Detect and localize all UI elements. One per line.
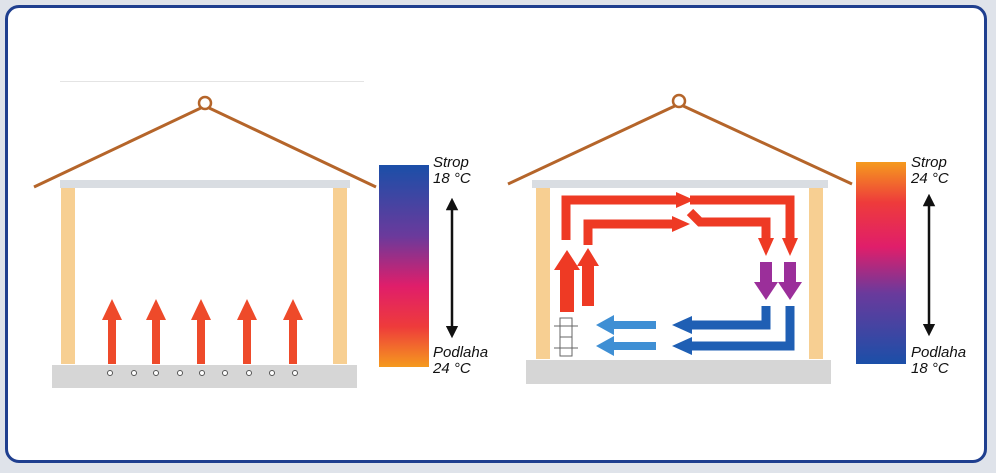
- cooling-arrows: [754, 262, 802, 300]
- cold-air-return: [690, 306, 795, 351]
- left-wall: [536, 188, 550, 359]
- right-wall: [809, 188, 823, 359]
- hot-air-loop-inner: [583, 208, 771, 245]
- roof: [33, 104, 377, 189]
- arrowhead: [782, 238, 798, 256]
- heat-arrow: [191, 299, 211, 364]
- left-floor-label: Podlaha 24 °C: [433, 345, 488, 377]
- hot-air-path: [583, 219, 676, 245]
- ceiling-temperature: 24 °C: [911, 170, 949, 187]
- cooling-arrow: [778, 262, 802, 300]
- cold-air-path: [690, 306, 771, 330]
- heat-arrow: [283, 299, 303, 364]
- cold-arrowheads: [672, 316, 692, 355]
- cool-air-arrow: [596, 336, 656, 356]
- right-wall: [333, 188, 347, 364]
- arrowhead: [758, 238, 774, 256]
- floor-temperature: 18 °C: [911, 360, 949, 377]
- ceiling-label: Strop: [433, 154, 469, 171]
- ceiling-temperature: 18 °C: [433, 170, 471, 187]
- rising-heat-arrows: [102, 299, 303, 364]
- hot-air-loop-outer: [561, 195, 795, 240]
- ceiling-label: Strop: [911, 154, 947, 171]
- arrowhead: [672, 337, 692, 355]
- temperature-gradient-bar: [379, 165, 429, 367]
- arrowhead: [672, 316, 692, 334]
- divider-line: [60, 81, 364, 82]
- ceiling: [60, 180, 350, 188]
- cool-air-arrow: [596, 315, 656, 335]
- cooling-arrow: [754, 262, 778, 300]
- floor-slab: [526, 360, 831, 384]
- rising-arrow: [554, 250, 580, 312]
- heat-arrow: [146, 299, 166, 364]
- ceiling: [532, 180, 828, 188]
- hot-air-path: [690, 195, 795, 240]
- right-floor-label: Podlaha 18 °C: [911, 345, 966, 377]
- hot-air-path: [561, 195, 680, 240]
- temperature-gradient-bar: [856, 162, 906, 364]
- arrowhead: [676, 192, 694, 208]
- floor-label: Podlaha: [433, 344, 489, 361]
- heat-arrow: [102, 299, 122, 364]
- arrowhead: [672, 216, 690, 232]
- right-ceiling-label: Strop 24 °C: [911, 155, 949, 187]
- roof: [507, 102, 853, 186]
- hot-arrowheads: [554, 192, 798, 312]
- roof-ring: [197, 95, 213, 111]
- left-house: [33, 95, 377, 388]
- hot-air-path: [686, 208, 771, 240]
- floor-slab: [52, 365, 357, 388]
- heat-arrow: [237, 299, 257, 364]
- left-wall: [61, 188, 75, 364]
- floor-temperature: 24 °C: [433, 360, 471, 377]
- rising-arrow: [577, 248, 599, 306]
- roof-ring: [671, 93, 687, 109]
- right-house: [507, 93, 853, 384]
- cold-air-path: [690, 306, 795, 351]
- radiator: [554, 317, 578, 357]
- floor-label: Podlaha: [911, 344, 967, 361]
- underfloor-pipes: [107, 370, 298, 376]
- cool-air-arrows: [596, 315, 656, 356]
- left-ceiling-label: Strop 18 °C: [433, 155, 471, 187]
